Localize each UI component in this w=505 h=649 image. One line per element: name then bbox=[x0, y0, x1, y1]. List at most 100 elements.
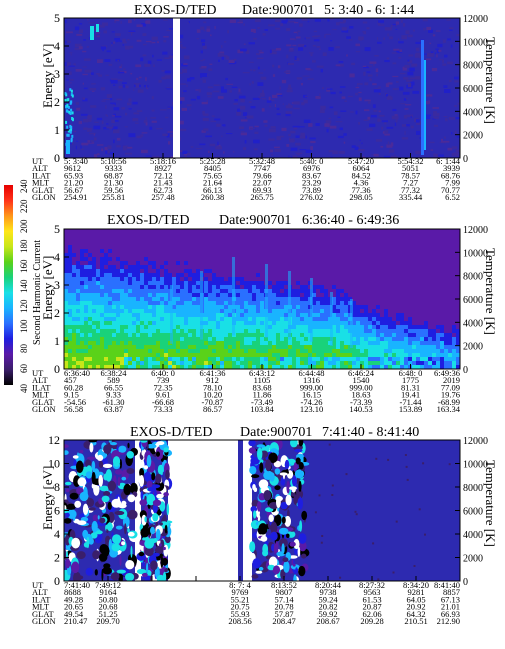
panel-2-cell bbox=[208, 313, 213, 318]
panel-2-cell bbox=[352, 357, 357, 362]
panel-2-cell bbox=[424, 357, 429, 362]
panel-1-cell bbox=[394, 122, 397, 126]
panel-1-cell bbox=[456, 135, 459, 138]
panel-2-cell bbox=[72, 229, 77, 234]
panel-2-cell bbox=[276, 305, 281, 310]
panel-2-cell bbox=[176, 285, 181, 290]
panel-1-cell bbox=[291, 138, 295, 141]
panel-2-cell bbox=[300, 321, 305, 326]
panel-1-cell bbox=[293, 107, 300, 110]
panel-2-cell bbox=[164, 297, 169, 302]
panel-2-cell bbox=[448, 301, 453, 306]
panel-2-cell bbox=[236, 329, 241, 334]
panel-2-cell bbox=[172, 273, 177, 278]
panel-2-cell bbox=[312, 257, 317, 262]
panel-1-cell bbox=[208, 68, 213, 71]
panel-2-cell bbox=[100, 253, 105, 258]
panel-2-cell bbox=[372, 229, 377, 234]
panel-2-cell bbox=[288, 261, 293, 266]
panel-1-cell bbox=[378, 24, 385, 26]
panel-2-cell bbox=[176, 245, 181, 250]
panel-2-cell bbox=[88, 337, 93, 342]
panel-3-cell bbox=[64, 548, 67, 560]
panel-2-cell bbox=[296, 265, 301, 270]
panel-3-cell bbox=[124, 523, 127, 535]
panel-2-cell bbox=[356, 293, 361, 298]
panel-1-cell bbox=[263, 120, 268, 123]
panel-2-cell bbox=[184, 333, 189, 338]
panel-2-cell bbox=[204, 297, 209, 302]
panel-2-cell bbox=[144, 349, 149, 354]
panel-2-cell bbox=[192, 305, 197, 310]
panel-2-cell bbox=[308, 245, 313, 250]
panel-2-cell bbox=[400, 269, 405, 274]
panel-2-cell bbox=[268, 269, 273, 274]
panel-2-cell bbox=[76, 345, 81, 350]
panel-2-cell bbox=[424, 297, 429, 302]
panel-1-cell bbox=[290, 147, 298, 151]
panel-2-cell bbox=[88, 313, 93, 318]
panel-2-cell bbox=[300, 285, 305, 290]
panel-1-cell bbox=[432, 107, 439, 109]
panel-2-cell bbox=[364, 257, 369, 262]
panel-2-cell bbox=[208, 269, 213, 274]
panel-2-cell bbox=[88, 277, 93, 282]
panel-2-cell bbox=[444, 237, 449, 242]
panel-1-cell bbox=[83, 127, 88, 130]
panel-2-cell bbox=[380, 229, 385, 234]
panel-2-cell bbox=[64, 349, 69, 354]
panel-1-cell bbox=[224, 41, 227, 43]
panel-2-cell bbox=[276, 325, 281, 330]
panel-1-cell bbox=[169, 28, 176, 30]
panel-2-cell bbox=[292, 253, 297, 258]
panel-2-cell bbox=[444, 265, 449, 270]
panel-2-cell bbox=[348, 229, 353, 234]
panel-2-cell bbox=[120, 329, 125, 334]
panel-2-cell bbox=[248, 269, 253, 274]
panel-2-cell bbox=[336, 277, 341, 282]
panel-3-cell bbox=[91, 460, 96, 472]
panel-3-cell bbox=[125, 560, 135, 570]
panel-2-cell bbox=[184, 257, 189, 262]
panel-2-cell bbox=[428, 325, 433, 330]
panel-2-cell bbox=[280, 229, 285, 234]
panel-1-cell bbox=[384, 133, 390, 136]
panel-2-cell bbox=[424, 285, 429, 290]
panel-1-cell bbox=[200, 50, 203, 54]
panel-2-cell bbox=[396, 329, 401, 334]
panel-2-cell bbox=[404, 265, 409, 270]
colorbar-tick-label: 220 bbox=[19, 199, 29, 213]
panel-2-cell bbox=[100, 229, 105, 234]
panel-2-cell bbox=[260, 293, 265, 298]
panel-2-cell bbox=[452, 313, 457, 318]
panel-2-cell bbox=[428, 349, 433, 354]
panel-2-cell bbox=[252, 345, 257, 350]
panel-2-cell bbox=[96, 321, 101, 326]
panel-2-cell bbox=[320, 361, 325, 366]
panel-2-cell bbox=[276, 245, 281, 250]
panel-2-cell bbox=[96, 273, 101, 278]
panel-1-cell bbox=[143, 119, 148, 124]
panel-2-cell bbox=[276, 237, 281, 242]
panel-2-cell bbox=[228, 237, 233, 242]
panel-1-cell bbox=[198, 88, 202, 93]
panel-2-cell bbox=[96, 297, 101, 302]
panel-2-cell bbox=[432, 229, 437, 234]
panel-2-cell bbox=[416, 237, 421, 242]
panel-2-cell bbox=[156, 273, 161, 278]
panel-2-cell bbox=[412, 273, 417, 278]
panel-2-cell bbox=[88, 229, 93, 234]
panel-2-cell bbox=[180, 309, 185, 314]
panel-1-cell bbox=[200, 60, 203, 62]
panel-1-cell bbox=[64, 134, 67, 139]
panel-1-cell bbox=[105, 74, 109, 76]
panel-2-cell bbox=[316, 337, 321, 342]
panel-2-cell bbox=[184, 361, 189, 366]
panel-2-cell bbox=[340, 249, 345, 254]
panel-1-cell bbox=[408, 54, 414, 57]
panel-2-cell bbox=[120, 253, 125, 258]
panel-2-cell bbox=[300, 281, 305, 286]
panel-2-cell bbox=[352, 229, 357, 234]
panel-2-cell bbox=[292, 325, 297, 330]
panel-2-cell bbox=[132, 241, 137, 246]
